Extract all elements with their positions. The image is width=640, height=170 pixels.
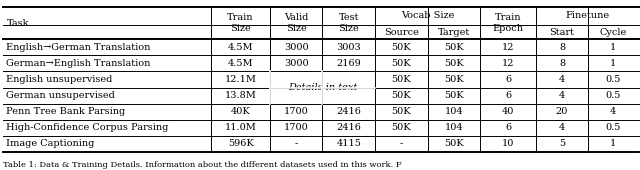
- Text: 0.5: 0.5: [605, 75, 621, 84]
- Text: 6: 6: [505, 123, 511, 132]
- Text: Target: Target: [438, 28, 470, 37]
- Text: Details in text: Details in text: [288, 83, 357, 92]
- Text: 50K: 50K: [444, 43, 464, 52]
- Text: 104: 104: [445, 123, 463, 132]
- Text: English→German Translation: English→German Translation: [6, 43, 151, 52]
- Text: 3003: 3003: [337, 43, 361, 52]
- Text: 4.5M: 4.5M: [228, 59, 253, 68]
- Text: Table 1: Data & Training Details. Information about the different datasets used : Table 1: Data & Training Details. Inform…: [3, 161, 402, 169]
- Text: 4: 4: [610, 107, 616, 116]
- Text: -: -: [400, 139, 403, 148]
- Text: 50K: 50K: [392, 91, 411, 100]
- Text: 104: 104: [445, 107, 463, 116]
- Text: 0.5: 0.5: [605, 123, 621, 132]
- Text: 3000: 3000: [284, 59, 308, 68]
- Text: 50K: 50K: [392, 75, 411, 84]
- Text: 6: 6: [505, 75, 511, 84]
- Text: Cycle: Cycle: [600, 28, 627, 37]
- Text: Train
Size: Train Size: [227, 13, 254, 33]
- Text: 8: 8: [559, 59, 565, 68]
- Text: Valid
Size: Valid Size: [284, 13, 308, 33]
- Text: Finetune: Finetune: [566, 11, 610, 20]
- Text: 1700: 1700: [284, 123, 308, 132]
- Text: 4115: 4115: [336, 139, 361, 148]
- Text: 12.1M: 12.1M: [225, 75, 257, 84]
- Text: 4: 4: [559, 91, 565, 100]
- Text: 596K: 596K: [228, 139, 253, 148]
- Text: 13.8M: 13.8M: [225, 91, 257, 100]
- Text: 40K: 40K: [231, 107, 250, 116]
- Text: 50K: 50K: [444, 59, 464, 68]
- Text: -: -: [294, 139, 298, 148]
- Text: 2169: 2169: [337, 59, 361, 68]
- Text: 50K: 50K: [444, 91, 464, 100]
- Text: 12: 12: [502, 43, 515, 52]
- Text: 6: 6: [505, 91, 511, 100]
- Text: 40: 40: [502, 107, 515, 116]
- Text: Vocab Size: Vocab Size: [401, 11, 454, 20]
- Text: Start: Start: [550, 28, 575, 37]
- Text: 11.0M: 11.0M: [225, 123, 257, 132]
- Text: 20: 20: [556, 107, 568, 116]
- Text: 50K: 50K: [392, 107, 411, 116]
- Text: 4.5M: 4.5M: [228, 43, 253, 52]
- Text: 50K: 50K: [444, 75, 464, 84]
- Text: Task: Task: [6, 19, 29, 28]
- Text: 0.5: 0.5: [605, 91, 621, 100]
- Text: 50K: 50K: [392, 123, 411, 132]
- Text: 3000: 3000: [284, 43, 308, 52]
- Text: Penn Tree Bank Parsing: Penn Tree Bank Parsing: [6, 107, 125, 116]
- Text: 2416: 2416: [336, 107, 361, 116]
- Text: Source: Source: [384, 28, 419, 37]
- Text: 4: 4: [559, 75, 565, 84]
- Text: 8: 8: [559, 43, 565, 52]
- Text: 4: 4: [559, 123, 565, 132]
- Text: 12: 12: [502, 59, 515, 68]
- Text: 1: 1: [610, 43, 616, 52]
- Text: 1: 1: [610, 139, 616, 148]
- Text: 1700: 1700: [284, 107, 308, 116]
- Text: German→English Translation: German→English Translation: [6, 59, 151, 68]
- Text: 50K: 50K: [392, 43, 411, 52]
- Text: 50K: 50K: [444, 139, 464, 148]
- Text: 5: 5: [559, 139, 565, 148]
- Text: German unsupervised: German unsupervised: [6, 91, 115, 100]
- Text: Test
Size: Test Size: [339, 13, 359, 33]
- Text: Image Captioning: Image Captioning: [6, 139, 95, 148]
- Text: 10: 10: [502, 139, 515, 148]
- Text: 50K: 50K: [392, 59, 411, 68]
- Text: Train
Epoch: Train Epoch: [493, 13, 524, 33]
- Text: 2416: 2416: [336, 123, 361, 132]
- Text: English unsupervised: English unsupervised: [6, 75, 113, 84]
- Text: High-Confidence Corpus Parsing: High-Confidence Corpus Parsing: [6, 123, 169, 132]
- Text: 1: 1: [610, 59, 616, 68]
